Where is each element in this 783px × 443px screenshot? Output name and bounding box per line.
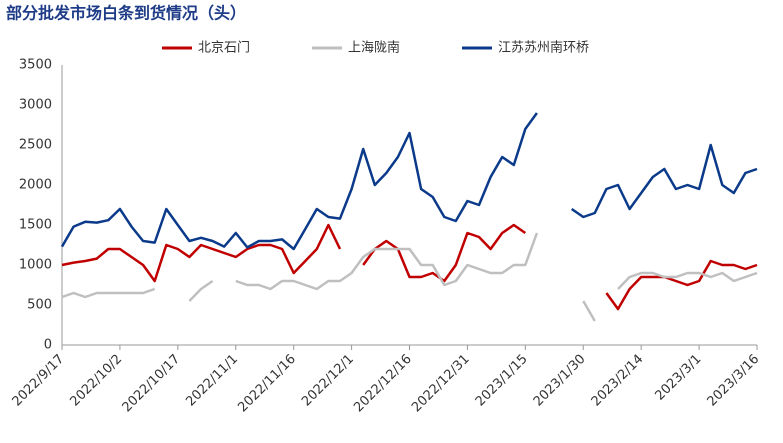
x-tick-label: 2022/12/31 bbox=[409, 352, 473, 416]
x-tick-label: 2023/2/14 bbox=[589, 352, 647, 410]
series-line bbox=[60, 112, 758, 251]
y-tick-label: 1000 bbox=[19, 258, 52, 273]
x-tick-label: 2023/1/30 bbox=[531, 352, 589, 410]
x-tick-label: 2023/1/15 bbox=[473, 352, 531, 410]
x-tick-label: 2022/10/17 bbox=[120, 352, 184, 416]
series-line bbox=[61, 223, 758, 311]
legend-label: 北京石门 bbox=[198, 41, 250, 56]
x-tick-label: 2022/11/1 bbox=[183, 352, 241, 410]
y-tick-label: 3500 bbox=[19, 58, 52, 73]
y-tick-label: 2500 bbox=[19, 138, 52, 153]
chart-title: 部分批发市场白条到货情况（头） bbox=[6, 4, 246, 23]
y-tick-label: 0 bbox=[44, 338, 52, 353]
y-tick-label: 500 bbox=[27, 298, 52, 313]
y-tick-label: 3000 bbox=[19, 98, 52, 113]
x-tick-label: 2023/3/1 bbox=[652, 352, 704, 404]
x-tick-label: 2023/3/16 bbox=[705, 352, 763, 410]
x-tick-label: 2022/9/17 bbox=[10, 352, 68, 410]
x-tick-label: 2022/11/16 bbox=[235, 352, 299, 416]
legend-label: 江苏苏州南环桥 bbox=[498, 40, 589, 56]
series-line bbox=[61, 232, 758, 322]
x-tick-label: 2022/10/2 bbox=[67, 352, 125, 410]
x-tick-label: 2022/12/1 bbox=[299, 352, 357, 410]
legend-label: 上海陇南 bbox=[348, 40, 400, 56]
y-tick-label: 2000 bbox=[19, 178, 52, 193]
y-tick-label: 1500 bbox=[19, 218, 52, 233]
x-tick-label: 2022/12/16 bbox=[351, 352, 415, 416]
